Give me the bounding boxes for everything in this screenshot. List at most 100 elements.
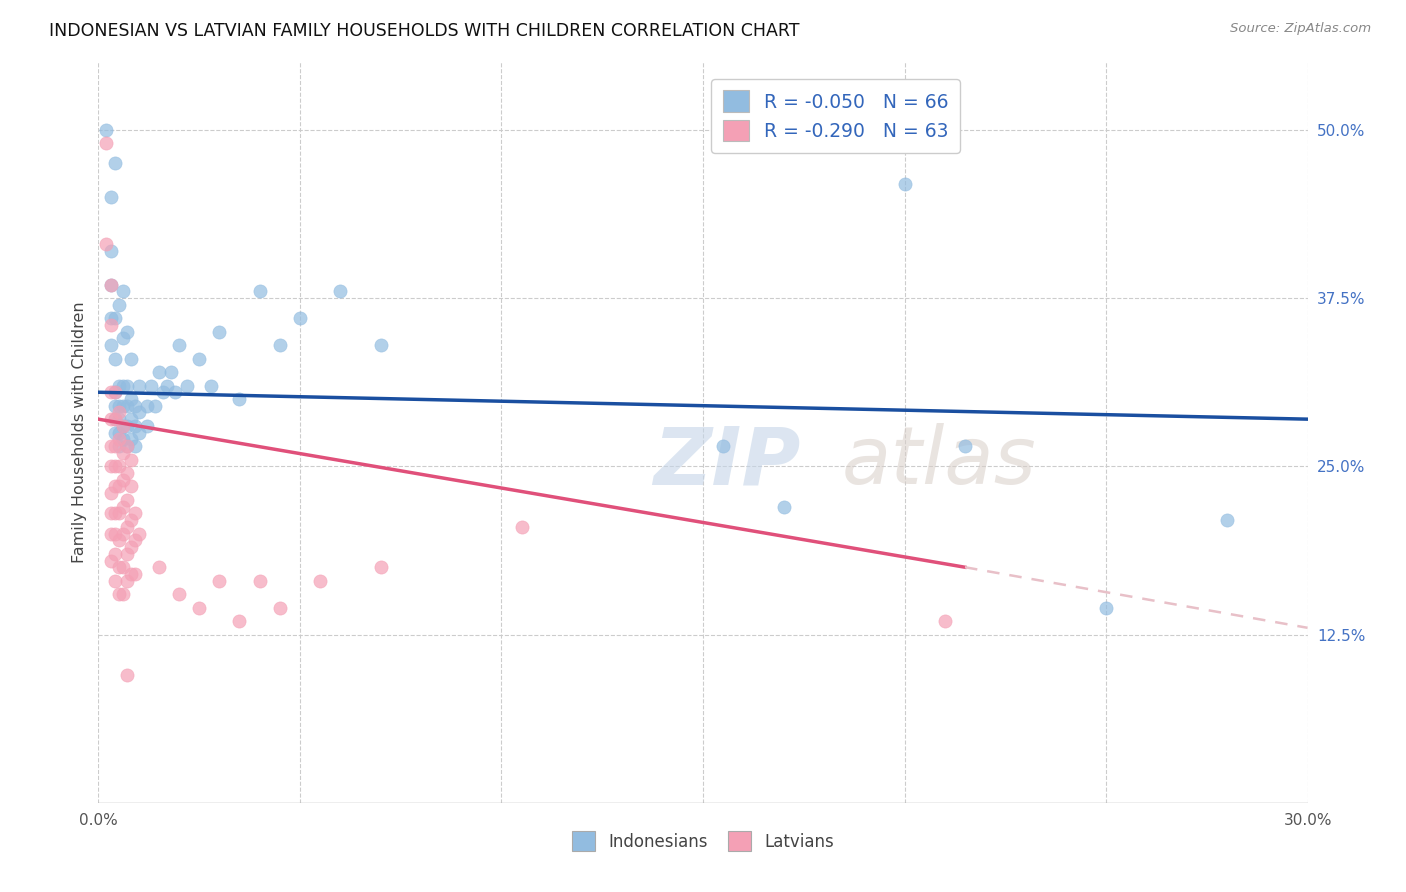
- Latvians: [111, 500, 134, 514]
- Indonesians: [100, 244, 122, 258]
- Latvians: [115, 574, 138, 588]
- Latvians: [115, 439, 138, 453]
- Latvians: [115, 492, 138, 507]
- Latvians: [96, 136, 118, 151]
- Indonesians: [176, 378, 198, 392]
- Latvians: [103, 479, 125, 493]
- Latvians: [103, 547, 125, 561]
- Latvians: [111, 473, 134, 487]
- Latvians: [148, 560, 170, 574]
- Latvians: [269, 600, 291, 615]
- Latvians: [107, 459, 129, 474]
- Indonesians: [103, 351, 125, 366]
- Latvians: [167, 587, 190, 601]
- Latvians: [120, 452, 142, 467]
- Indonesians: [329, 285, 352, 299]
- Latvians: [370, 560, 392, 574]
- Latvians: [111, 446, 134, 460]
- Indonesians: [103, 425, 125, 440]
- Indonesians: [107, 378, 129, 392]
- Latvians: [510, 520, 533, 534]
- Latvians: [120, 540, 142, 554]
- Latvians: [103, 574, 125, 588]
- Indonesians: [107, 399, 129, 413]
- Latvians: [107, 587, 129, 601]
- Latvians: [120, 479, 142, 493]
- Indonesians: [139, 378, 162, 392]
- Indonesians: [124, 439, 146, 453]
- Indonesians: [111, 331, 134, 345]
- Latvians: [115, 547, 138, 561]
- Latvians: [124, 533, 146, 548]
- Indonesians: [103, 412, 125, 426]
- Indonesians: [135, 418, 157, 433]
- Latvians: [100, 526, 122, 541]
- Indonesians: [156, 378, 179, 392]
- Latvians: [103, 412, 125, 426]
- Indonesians: [111, 418, 134, 433]
- Latvians: [103, 439, 125, 453]
- Latvians: [120, 513, 142, 527]
- Indonesians: [103, 156, 125, 170]
- Indonesians: [152, 385, 174, 400]
- Latvians: [103, 385, 125, 400]
- Indonesians: [120, 351, 142, 366]
- Indonesians: [228, 392, 250, 406]
- Indonesians: [953, 439, 976, 453]
- Latvians: [100, 507, 122, 521]
- Latvians: [100, 439, 122, 453]
- Indonesians: [107, 425, 129, 440]
- Indonesians: [96, 122, 118, 136]
- Indonesians: [160, 365, 183, 379]
- Indonesians: [370, 338, 392, 352]
- Indonesians: [100, 190, 122, 204]
- Latvians: [107, 533, 129, 548]
- Indonesians: [128, 405, 150, 419]
- Indonesians: [711, 439, 734, 453]
- Indonesians: [893, 177, 915, 191]
- Indonesians: [1216, 513, 1239, 527]
- Indonesians: [163, 385, 186, 400]
- Text: ZIP: ZIP: [654, 423, 801, 501]
- Indonesians: [188, 351, 211, 366]
- Latvians: [96, 237, 118, 252]
- Indonesians: [167, 338, 190, 352]
- Latvians: [115, 520, 138, 534]
- Latvians: [115, 668, 138, 682]
- Indonesians: [120, 412, 142, 426]
- Latvians: [208, 574, 231, 588]
- Latvians: [120, 566, 142, 581]
- Latvians: [934, 614, 956, 628]
- Latvians: [107, 405, 129, 419]
- Indonesians: [135, 399, 157, 413]
- Text: atlas: atlas: [841, 423, 1036, 501]
- Text: INDONESIAN VS LATVIAN FAMILY HOUSEHOLDS WITH CHILDREN CORRELATION CHART: INDONESIAN VS LATVIAN FAMILY HOUSEHOLDS …: [49, 22, 800, 40]
- Latvians: [100, 553, 122, 567]
- Indonesians: [120, 392, 142, 406]
- Indonesians: [103, 385, 125, 400]
- Latvians: [188, 600, 211, 615]
- Indonesians: [100, 338, 122, 352]
- Indonesians: [200, 378, 222, 392]
- Latvians: [103, 459, 125, 474]
- Indonesians: [115, 399, 138, 413]
- Indonesians: [249, 285, 271, 299]
- Latvians: [100, 459, 122, 474]
- Latvians: [124, 566, 146, 581]
- Latvians: [111, 587, 134, 601]
- Indonesians: [107, 412, 129, 426]
- Indonesians: [111, 433, 134, 447]
- Latvians: [100, 486, 122, 500]
- Legend: Indonesians, Latvians: Indonesians, Latvians: [565, 825, 841, 857]
- Indonesians: [124, 399, 146, 413]
- Indonesians: [100, 311, 122, 326]
- Latvians: [100, 277, 122, 292]
- Indonesians: [111, 399, 134, 413]
- Indonesians: [111, 285, 134, 299]
- Indonesians: [111, 378, 134, 392]
- Text: Source: ZipAtlas.com: Source: ZipAtlas.com: [1230, 22, 1371, 36]
- Indonesians: [269, 338, 291, 352]
- Indonesians: [148, 365, 170, 379]
- Latvians: [249, 574, 271, 588]
- Indonesians: [208, 325, 231, 339]
